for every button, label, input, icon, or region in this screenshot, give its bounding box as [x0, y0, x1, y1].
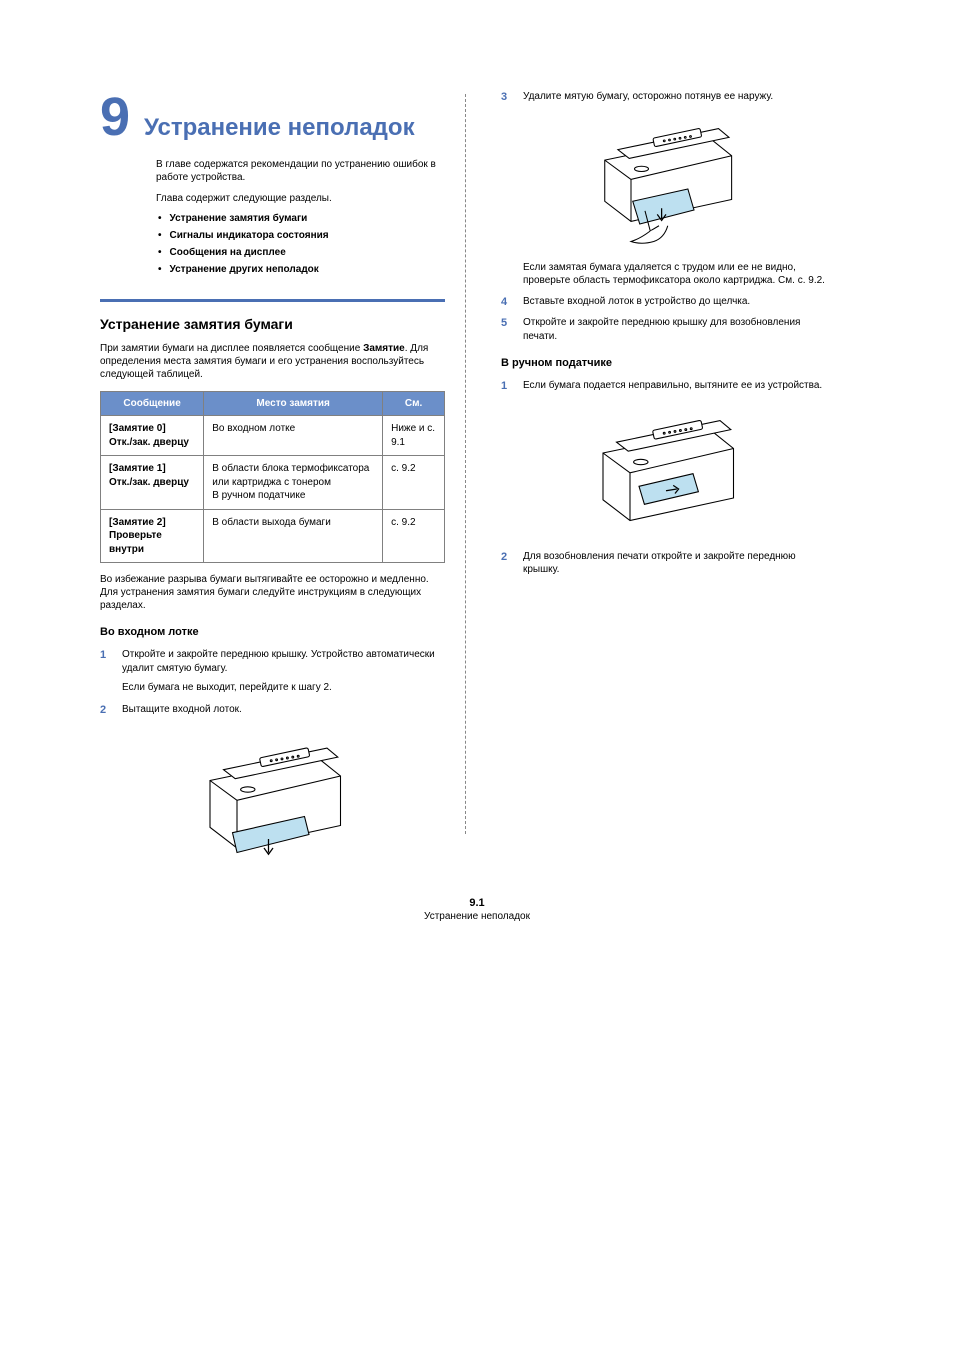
cell-text: с. 9.2 — [383, 509, 445, 563]
step-followup: Если замятая бумага удаляется с трудом и… — [523, 261, 831, 287]
cell-text: Отк./зак. дверцу — [109, 477, 189, 488]
intro-paragraph: В главе содержатся рекомендации по устра… — [156, 158, 445, 184]
toc-item[interactable]: Устранение других неполадок — [156, 264, 445, 275]
step-text: Удалите мятую бумагу, осторожно потянув … — [523, 91, 773, 102]
step-text: Если бумага подается неправильно, вытяни… — [523, 380, 822, 391]
printer-illustration-icon — [576, 112, 756, 252]
section-divider — [100, 299, 445, 302]
step-item: Удалите мятую бумагу, осторожно потянув … — [501, 90, 831, 104]
figure-printer-pull-paper — [501, 112, 831, 255]
step-text: Откройте и закройте переднюю крышку для … — [523, 317, 800, 342]
step-item: Откройте и закройте переднюю крышку. Уст… — [100, 648, 445, 695]
toc-item[interactable]: Сообщения на дисплее — [156, 247, 445, 258]
chapter-header: 9 Устранение неполадок — [100, 90, 445, 144]
intro-paragraph: Глава содержит следующие разделы. — [156, 192, 445, 205]
section-lead: При замятии бумаги на дисплее появляется… — [100, 342, 445, 381]
step-item: Откройте и закройте переднюю крышку для … — [501, 316, 831, 343]
cell-text: Проверьте внутри — [109, 530, 162, 555]
table-header: Сообщение — [101, 392, 204, 416]
cell-text: [Замятие 2] — [109, 517, 166, 528]
text-bold: Замятие — [363, 343, 405, 354]
after-table-note: Во избежание разрыва бумаги вытягивайте … — [100, 573, 445, 612]
text: При замятии бумаги на дисплее появляется… — [100, 343, 363, 354]
cell-text: В области выхода бумаги — [204, 509, 383, 563]
chapter-number: 9 — [100, 90, 130, 144]
step-item: Для возобновления печати откройте и закр… — [501, 550, 831, 577]
step-text: Вставьте входной лоток в устройство до щ… — [523, 296, 750, 307]
page-footer: 9.1 Устранение неполадок — [100, 897, 854, 922]
table-row: [Замятие 2] Проверьте внутри В области вы… — [101, 509, 445, 563]
cell-text: В области блока термофиксатора или картр… — [204, 456, 383, 510]
steps-list: Откройте и закройте переднюю крышку. Уст… — [100, 648, 445, 716]
step-item: Вставьте входной лоток в устройство до щ… — [501, 295, 831, 309]
jam-message-table: Сообщение Место замятия См. [Замятие 0] О… — [100, 391, 445, 563]
subsection-title: Во входном лотке — [100, 626, 445, 638]
page-number: 9.1 — [100, 897, 854, 909]
figure-printer-manual-feed — [501, 401, 831, 544]
step-text: Если бумага не выходит, перейдите к шагу… — [122, 681, 445, 695]
steps-list: Если бумага подается неправильно, вытяни… — [501, 379, 831, 393]
chapter-title: Устранение неполадок — [144, 114, 415, 142]
cell-text: с. 9.2 — [383, 456, 445, 510]
figure-printer-tray-out — [100, 724, 445, 867]
steps-list-continued: Вставьте входной лоток в устройство до щ… — [501, 295, 831, 344]
printer-illustration-icon — [576, 401, 756, 541]
chapter-intro: В главе содержатся рекомендации по устра… — [156, 158, 445, 275]
table-header: См. — [383, 392, 445, 416]
steps-list-continued: Для возобновления печати откройте и закр… — [501, 550, 831, 577]
table-row: [Замятие 1] Отк./зак. дверцу В области бл… — [101, 456, 445, 510]
cell-text: [Замятие 1] — [109, 463, 166, 474]
printer-illustration-icon — [183, 724, 363, 864]
subsection-title: В ручном податчике — [501, 357, 831, 369]
cell-text: Отк./зак. дверцу — [109, 437, 189, 448]
intro-toc-list: Устранение замятия бумаги Сигналы индика… — [156, 213, 445, 275]
table-row: [Замятие 0] Отк./зак. дверцу Во входном л… — [101, 416, 445, 456]
footer-label: Устранение неполадок — [100, 911, 854, 922]
step-text: Откройте и закройте переднюю крышку. Уст… — [122, 649, 435, 674]
step-item: Вытащите входной лоток. — [100, 703, 445, 717]
toc-item[interactable]: Устранение замятия бумаги — [156, 213, 445, 224]
cell-text: Во входном лотке — [204, 416, 383, 456]
table-header: Место замятия — [204, 392, 383, 416]
steps-list-continued: Удалите мятую бумагу, осторожно потянув … — [501, 90, 831, 104]
section-title: Устранение замятия бумаги — [100, 316, 445, 332]
step-text: Для возобновления печати откройте и закр… — [523, 551, 796, 576]
cell-text: [Замятие 0] — [109, 423, 166, 434]
step-text: Вытащите входной лоток. — [122, 704, 242, 715]
step-item: Если бумага подается неправильно, вытяни… — [501, 379, 831, 393]
cell-text: Ниже и с. 9.1 — [383, 416, 445, 456]
toc-item[interactable]: Сигналы индикатора состояния — [156, 230, 445, 241]
